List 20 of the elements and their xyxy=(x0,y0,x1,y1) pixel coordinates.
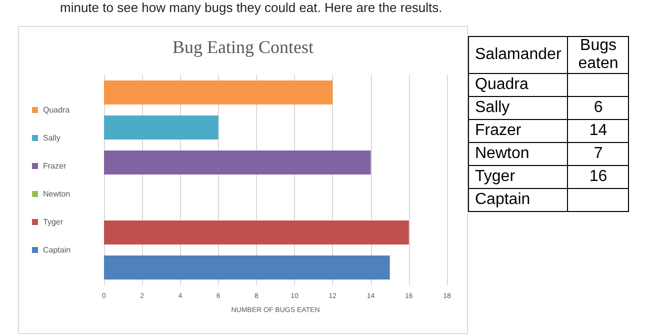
category-label: Quadra xyxy=(468,74,568,96)
legend-label: Captain xyxy=(43,246,71,254)
text: Bugs eaten xyxy=(568,36,629,74)
text: minute to see how many bugs they could eat. Here are the results. xyxy=(60,0,442,15)
legend-label: Sally xyxy=(43,134,60,142)
chart-title: Bug Eating Contest xyxy=(172,37,314,57)
data-label: 16 xyxy=(568,166,629,188)
legend-label: Frazer xyxy=(43,162,66,170)
legend-label: Tyger xyxy=(43,218,64,226)
data-label: 14 xyxy=(568,120,629,142)
category-label: Tyger xyxy=(468,166,568,188)
category-label: Newton xyxy=(468,142,568,166)
data-label: 7 xyxy=(568,142,629,166)
category-label: Frazer xyxy=(468,120,568,142)
legend-label: Newton xyxy=(43,190,70,198)
category-label: Sally xyxy=(468,96,568,120)
legend-label: Quadra xyxy=(43,106,70,114)
text: Salamander xyxy=(468,36,568,74)
category-label: Captain xyxy=(468,188,568,212)
data-label: 6 xyxy=(568,96,629,120)
